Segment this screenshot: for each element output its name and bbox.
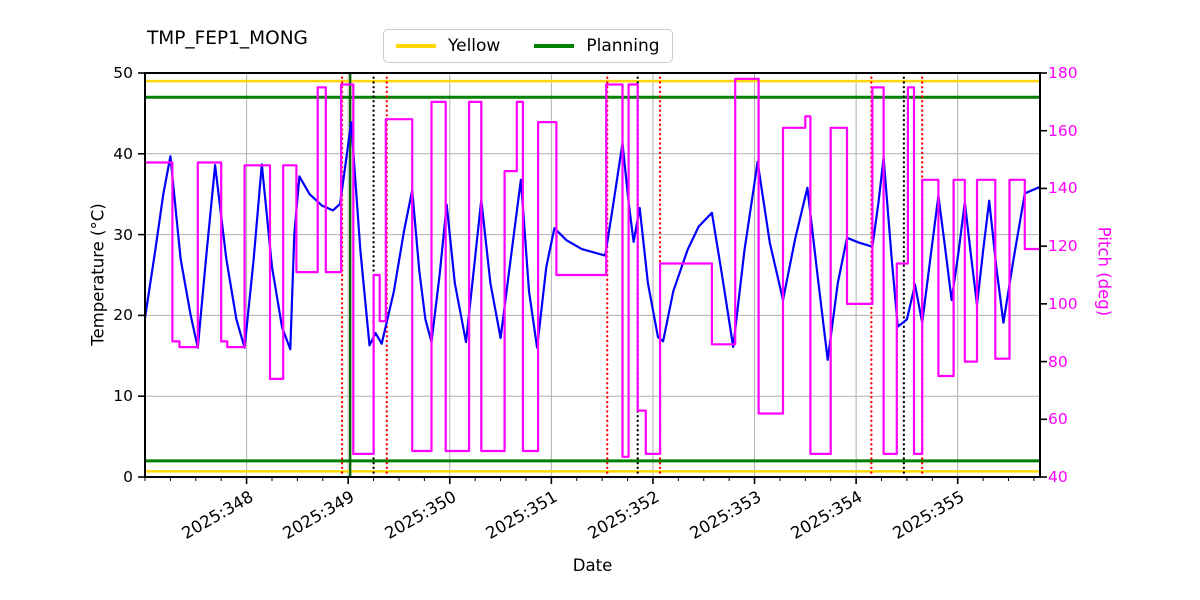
y-right-tick-label: 100 bbox=[1048, 294, 1078, 313]
legend-label: Yellow bbox=[448, 36, 501, 56]
y-right-tick-label: 60 bbox=[1048, 410, 1068, 429]
legend-label: Planning bbox=[586, 36, 660, 56]
y-right-axis-label: Pitch (deg) bbox=[1094, 226, 1114, 317]
legend: Yellow Planning bbox=[383, 29, 673, 63]
yellow-line-swatch bbox=[396, 44, 436, 48]
y-left-tick-label: 20 bbox=[113, 306, 133, 325]
x-axis-label: Date bbox=[572, 556, 613, 575]
y-left-tick-label: 10 bbox=[113, 387, 133, 406]
pitch-line bbox=[145, 77, 1040, 458]
y-right-tick-label: 120 bbox=[1048, 237, 1078, 256]
y-left-tick-label: 30 bbox=[113, 225, 133, 244]
y-left-tick-label: 40 bbox=[113, 144, 133, 163]
plot-border bbox=[144, 72, 1041, 478]
chart-title: TMP_FEP1_MONG bbox=[147, 28, 308, 49]
y-left-tick-label: 0 bbox=[123, 468, 133, 486]
legend-item-yellow: Yellow bbox=[396, 36, 500, 56]
y-right-tick-label: 140 bbox=[1048, 179, 1078, 198]
y-right-tick-label: 180 bbox=[1048, 64, 1078, 82]
y-left-tick-label: 50 bbox=[113, 64, 133, 82]
planning-line-swatch bbox=[534, 44, 575, 48]
y-right-tick-label: 160 bbox=[1048, 121, 1078, 140]
y-right-tick-label: 80 bbox=[1048, 352, 1068, 371]
temperature-line bbox=[145, 121, 1040, 361]
y-left-axis-label: Temperature (°C) bbox=[88, 203, 108, 346]
y-right-tick-label: 40 bbox=[1048, 468, 1068, 486]
legend-item-planning: Planning bbox=[534, 36, 660, 56]
